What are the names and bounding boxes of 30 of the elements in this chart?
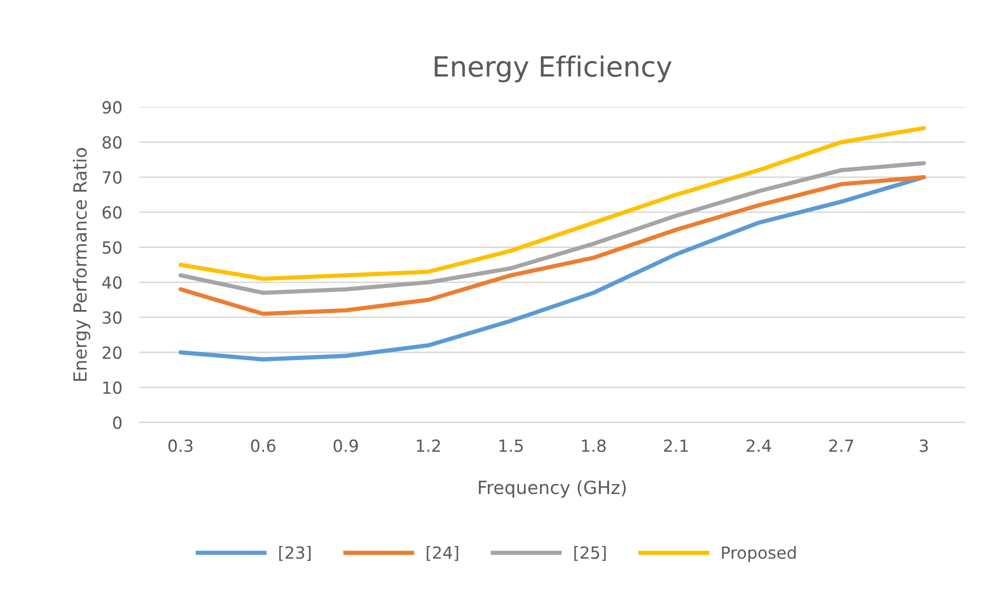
legend-label: Proposed bbox=[722, 546, 796, 562]
x-tick-label: 2.7 bbox=[829, 439, 854, 452]
y-tick-label: 0 bbox=[113, 416, 122, 430]
line-series bbox=[178, 126, 926, 281]
y-tick-label: 20 bbox=[102, 346, 122, 359]
x-tick-label: 2.1 bbox=[664, 439, 688, 452]
chart-title: Energy Efficiency bbox=[434, 55, 672, 82]
line-series bbox=[178, 175, 926, 316]
x-tick-label: 2.4 bbox=[746, 439, 772, 452]
x-axis-title: Frequency (GHz) bbox=[478, 480, 626, 498]
x-tick-label: 0.9 bbox=[334, 439, 358, 452]
line-series bbox=[178, 161, 926, 295]
x-tick-label: 1.2 bbox=[416, 439, 440, 452]
y-tick-label: 10 bbox=[103, 381, 122, 394]
y-tick-label: 50 bbox=[102, 241, 122, 254]
legend-label: [24] bbox=[426, 546, 458, 561]
x-tick-label: 3 bbox=[920, 439, 928, 452]
legend-label: [23] bbox=[279, 546, 311, 561]
y-tick-label: 70 bbox=[102, 171, 122, 184]
x-tick-label: 1.8 bbox=[582, 439, 606, 452]
y-tick-label: 60 bbox=[102, 206, 122, 219]
y-tick-label: 30 bbox=[102, 311, 122, 324]
x-tick-label: 0.3 bbox=[168, 439, 193, 452]
y-axis-title: Energy Performance Ratio bbox=[72, 148, 90, 381]
legend-label: [25] bbox=[574, 546, 606, 561]
y-tick-label: 80 bbox=[102, 136, 122, 149]
x-tick-label: 0.6 bbox=[251, 439, 276, 452]
y-tick-label: 90 bbox=[102, 101, 122, 114]
y-tick-label: 40 bbox=[102, 276, 122, 289]
x-tick-label: 1.5 bbox=[500, 440, 523, 452]
